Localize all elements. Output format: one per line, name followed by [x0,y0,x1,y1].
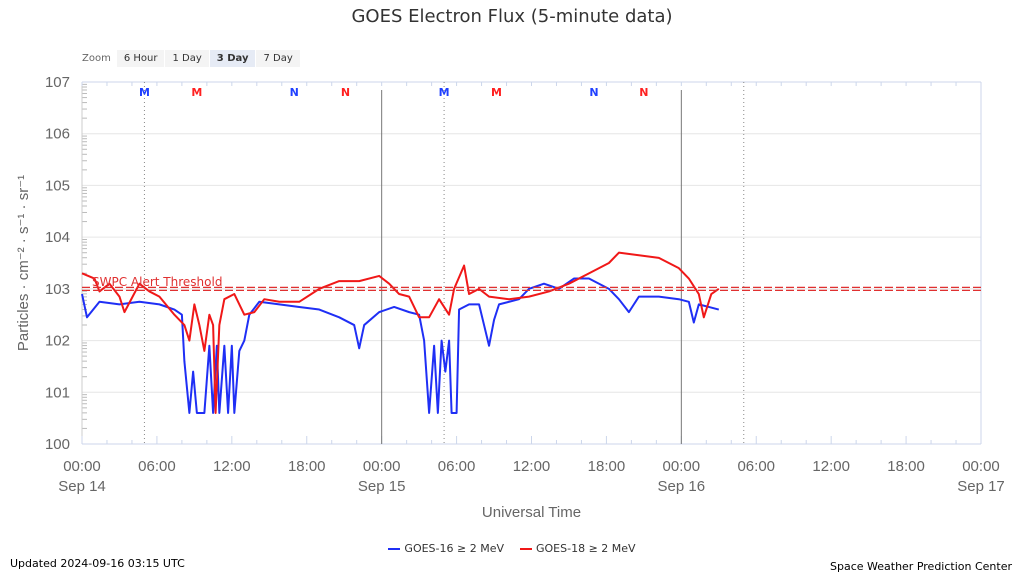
legend-label: GOES-16 ≥ 2 MeV [404,542,504,555]
y-tick-label: 107 [45,74,70,91]
x-tick-date: Sep 17 [957,478,1005,495]
y-tick-label: 106 [45,126,70,143]
legend-item-goes16[interactable]: GOES-16 ≥ 2 MeV [388,542,504,555]
y-axis-label: Particles · cm⁻² · s⁻¹ · sr⁻¹ [15,175,32,351]
x-tick-time: 12:00 [812,458,850,475]
x-tick-date: Sep 16 [658,478,706,495]
x-tick-time: 06:00 [438,458,476,475]
x-tick-time: 06:00 [737,458,775,475]
legend-label: GOES-18 ≥ 2 MeV [536,542,636,555]
zoom-1-day-button[interactable]: 1 Day [165,50,209,67]
satellite-marker: N [639,86,648,99]
zoom-label: Zoom [82,53,111,64]
satellite-marker: M [139,86,150,99]
threshold-label: SWPC Alert Threshold [92,275,222,289]
legend-swatch [520,547,532,550]
chart-title: GOES Electron Flux (5-minute data) [351,6,673,27]
x-tick-time: 12:00 [213,458,251,475]
y-tick-label: 103 [45,281,70,298]
x-tick-date: Sep 15 [358,478,406,495]
x-tick-time: 00:00 [962,458,1000,475]
x-tick-date: Sep 14 [58,478,106,495]
x-tick-time: 06:00 [138,458,176,475]
x-tick-time: 00:00 [663,458,701,475]
series-line-goes18 [81,251,720,414]
y-tick-label: 100 [45,436,70,453]
zoom-6-hour-button[interactable]: 6 Hour [116,50,165,67]
zoom-3-day-button[interactable]: 3 Day [209,50,256,67]
zoom-controls: Zoom 6 Hour 1 Day 3 Day 7 Day [82,50,301,67]
satellite-marker: N [341,86,350,99]
satellite-marker: N [589,86,598,99]
credit-text: Space Weather Prediction Center [830,560,1012,573]
series-line-goes16 [81,277,720,414]
legend-swatch [388,547,401,550]
x-tick-time: 00:00 [363,458,401,475]
zoom-7-day-button[interactable]: 7 Day [256,50,300,67]
satellite-marker: M [491,86,502,99]
legend-item-goes18[interactable]: GOES-18 ≥ 2 MeV [520,542,636,555]
satellite-marker: M [439,86,450,99]
y-tick-label: 102 [45,333,70,350]
satellite-marker: M [191,86,202,99]
legend: GOES-16 ≥ 2 MeV GOES-18 ≥ 2 MeV [0,542,1024,555]
x-tick-time: 00:00 [63,458,101,475]
x-tick-time: 18:00 [588,458,626,475]
x-axis-label: Universal Time [482,504,581,521]
updated-timestamp: Updated 2024-09-16 03:15 UTC [10,557,185,570]
x-tick-time: 18:00 [887,458,925,475]
satellite-marker: N [290,86,299,99]
y-tick-label: 101 [45,384,70,401]
y-tick-label: 104 [45,229,70,246]
x-tick-time: 12:00 [513,458,551,475]
x-tick-time: 18:00 [288,458,326,475]
y-tick-label: 105 [45,177,70,194]
